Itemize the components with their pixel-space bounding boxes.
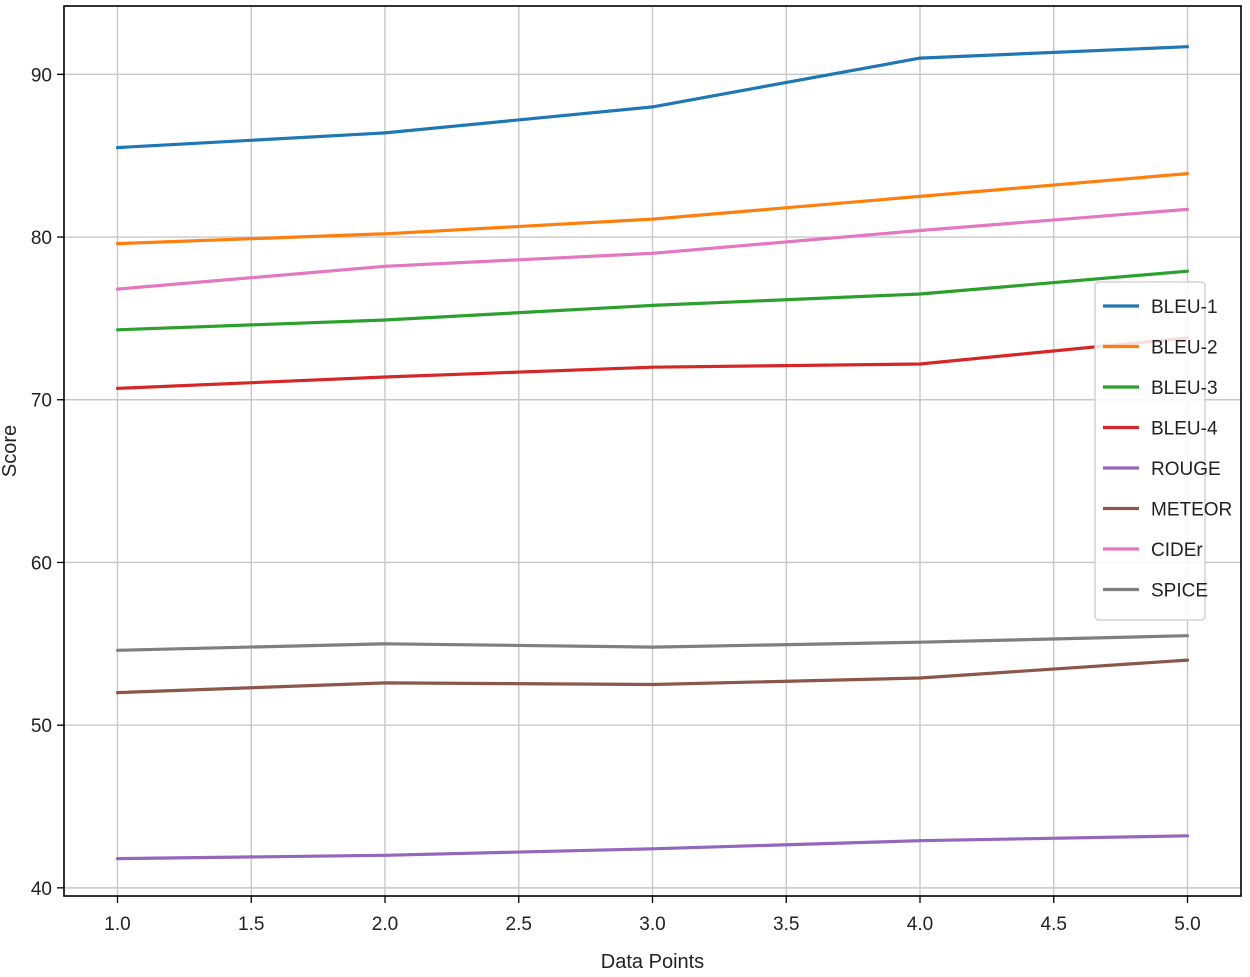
x-tick-label: 3.0 (639, 914, 665, 935)
y-tick-label: 90 (31, 65, 52, 86)
x-tick-label: 5.0 (1174, 914, 1200, 935)
series-line-bleu-2 (115, 172, 1190, 246)
legend-label: METEOR (1151, 500, 1232, 521)
y-tick-label: 40 (31, 879, 52, 900)
y-axis-ticks: 40 50 60 70 80 90 (31, 65, 64, 900)
series-line-bleu-1 (115, 45, 1190, 150)
series-line-bleu-4 (115, 336, 1190, 390)
y-tick-label: 80 (31, 228, 52, 249)
legend-label: CIDEr (1151, 540, 1203, 561)
x-tick-label: 4.5 (1041, 914, 1067, 935)
y-axis-label: Score (0, 425, 21, 477)
series-line-meteor (115, 658, 1190, 695)
y-tick-label: 50 (31, 716, 52, 737)
legend-label: SPICE (1151, 581, 1208, 602)
legend-label: BLEU-1 (1151, 297, 1218, 318)
series-line-bleu-3 (115, 269, 1190, 332)
legend-label: BLEU-4 (1151, 419, 1218, 440)
legend: BLEU-1 BLEU-2 BLEU-3 BLEU-4 ROUGE METEOR CIDEr… (1094, 281, 1232, 621)
x-tick-label: 2.0 (372, 914, 398, 935)
y-tick-label: 60 (31, 553, 52, 574)
x-axis-label: Data Points (601, 951, 704, 973)
y-tick-label: 70 (31, 391, 52, 412)
legend-box (1094, 281, 1206, 621)
legend-label: BLEU-2 (1151, 338, 1218, 359)
x-tick-label: 2.5 (506, 914, 532, 935)
x-tick-label: 4.0 (907, 914, 933, 935)
legend-label: BLEU-3 (1151, 378, 1218, 399)
grid-lines (64, 6, 1241, 896)
x-tick-label: 3.5 (773, 914, 799, 935)
x-tick-label: 1.0 (104, 914, 130, 935)
series-lines (115, 45, 1190, 861)
x-tick-label: 1.5 (238, 914, 264, 935)
series-line-rouge (115, 834, 1190, 861)
series-line-cider (115, 207, 1190, 291)
legend-label: ROUGE (1151, 459, 1221, 480)
x-axis-ticks: 1.0 1.5 2.0 2.5 3.0 3.5 4.0 4.5 5.0 (104, 896, 1201, 935)
series-line-spice (115, 634, 1190, 652)
